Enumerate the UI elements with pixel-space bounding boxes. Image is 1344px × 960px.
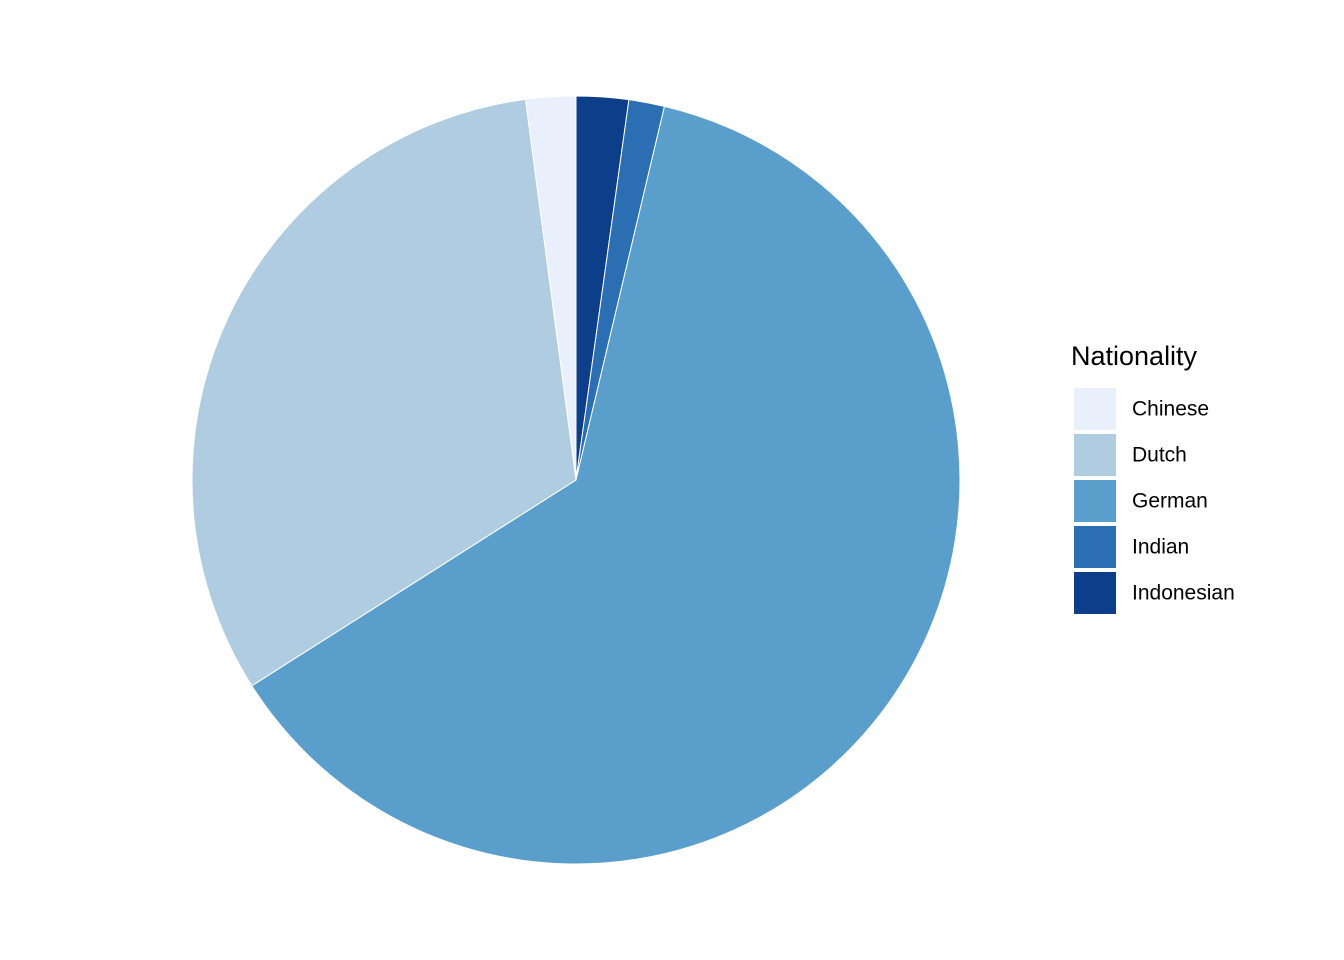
legend-key bbox=[1074, 526, 1116, 568]
legend-key bbox=[1074, 434, 1116, 476]
legend-key bbox=[1074, 480, 1116, 522]
legend-key bbox=[1074, 388, 1116, 430]
pie-slice bbox=[524, 95, 577, 481]
pie-slice bbox=[251, 105, 961, 865]
legend-label: Dutch bbox=[1132, 444, 1187, 467]
legend-key bbox=[1074, 572, 1116, 614]
legend-label: Chinese bbox=[1132, 398, 1209, 421]
legend-title: Nationality bbox=[1071, 341, 1198, 371]
legend-label: Indonesian bbox=[1132, 582, 1235, 605]
legend-label: German bbox=[1132, 490, 1208, 513]
pie-slice bbox=[191, 98, 577, 687]
legend-label: Indian bbox=[1132, 536, 1189, 559]
